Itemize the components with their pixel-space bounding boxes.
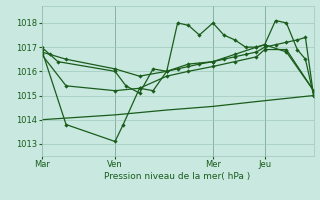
X-axis label: Pression niveau de la mer( hPa ): Pression niveau de la mer( hPa ) (104, 172, 251, 181)
